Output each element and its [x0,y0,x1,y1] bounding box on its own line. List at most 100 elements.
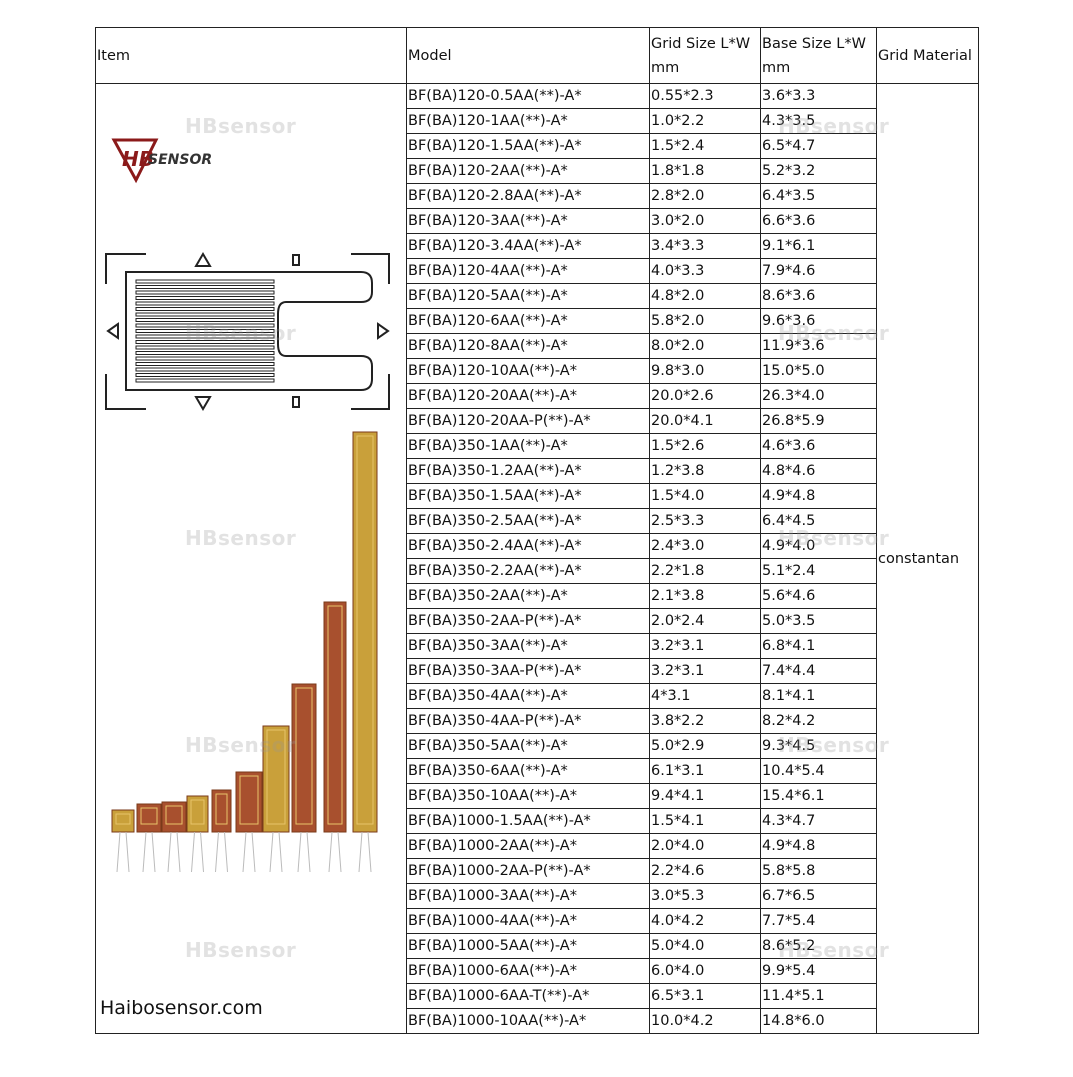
item-art: HB SENSOR Haibosensor.com [97,85,406,1033]
grid-line [135,285,275,289]
base-size-cell: 4.3*3.5 [760,108,877,134]
marker [194,396,212,411]
grid-size-cell: 3.4*3.3 [649,233,761,259]
gauge-photo [111,809,135,833]
model-cell: BF(BA)1000-1.5AA(**)-A* [406,808,650,834]
header-cell: Grid Material [876,27,979,84]
table-row: BF(BA)1000-2AA(**)-A* 2.0*4.0 4.9*4.8 [96,833,979,859]
header-cell: Grid Size L*W mm [649,27,761,84]
lead-wire [224,831,228,873]
model-cell: BF(BA)350-2.2AA(**)-A* [406,558,650,584]
grid-size-cell: 3.0*2.0 [649,208,761,234]
marker [292,254,300,266]
model-cell: BF(BA)1000-3AA(**)-A* [406,883,650,909]
grid-line [135,312,275,317]
grid-line [135,296,275,300]
table-row: BF(BA)120-8AA(**)-A* 8.0*2.0 11.9*3.6 [96,333,979,359]
base-size-cell: 26.8*5.9 [760,408,877,434]
table-row: BF(BA)1000-1.5AA(**)-A* 1.5*4.1 4.3*4.7 [96,808,979,834]
grid-line [135,290,275,295]
base-size-cell: 4.9*4.8 [760,833,877,859]
grid-size-cell: 4.8*2.0 [649,283,761,309]
grid-size-cell: 1.2*3.8 [649,458,761,484]
grid-size-cell: 4*3.1 [649,683,761,709]
table-row: BF(BA)1000-4AA(**)-A* 4.0*4.2 7.7*5.4 [96,908,979,934]
table-row: BF(BA)120-5AA(**)-A* 4.8*2.0 8.6*3.6 [96,283,979,309]
corner [351,374,390,410]
logo-shape [111,138,159,184]
base-size-cell: 5.2*3.2 [760,158,877,184]
grid-line [135,340,275,344]
model-cell: BF(BA)1000-2AA(**)-A* [406,833,650,859]
base-size-cell: 14.8*6.0 [760,1008,877,1034]
table-row: BF(BA)350-2.5AA(**)-A* 2.5*3.3 6.4*4.5 [96,508,979,534]
base-size-cell: 3.6*3.3 [760,83,877,109]
table-row: BF(BA)120-6AA(**)-A* 5.8*2.0 9.6*3.6 [96,308,979,334]
table-row: BF(BA)350-2.4AA(**)-A* 2.4*3.0 4.9*4.0 [96,533,979,559]
table-row: BF(BA)1000-5AA(**)-A* 5.0*4.0 8.6*5.2 [96,933,979,959]
gauge-photo [211,789,232,833]
model-cell: BF(BA)120-4AA(**)-A* [406,258,650,284]
model-cell: BF(BA)120-1.5AA(**)-A* [406,133,650,159]
table-row: BF(BA)350-3AA-P(**)-A* 3.2*3.1 7.4*4.4 [96,658,979,684]
base-size-cell: 8.6*3.6 [760,283,877,309]
grid-size-cell: 3.0*5.3 [649,883,761,909]
grid-size-cell: 1.8*1.8 [649,158,761,184]
lead-wire [251,831,256,873]
grid-line [135,318,275,322]
model-cell: BF(BA)350-1AA(**)-A* [406,433,650,459]
base-size-cell: 7.7*5.4 [760,908,877,934]
gauge-grid [140,807,158,825]
grid-line [135,329,275,333]
model-cell: BF(BA)120-20AA-P(**)-A* [406,408,650,434]
lead-wire [191,831,195,873]
table-row: BF(BA)120-2.8AA(**)-A* 2.8*2.0 6.4*3.5 [96,183,979,209]
model-cell: BF(BA)120-2AA(**)-A* [406,158,650,184]
base-size-cell: 9.1*6.1 [760,233,877,259]
model-cell: BF(BA)350-6AA(**)-A* [406,758,650,784]
grid-size-cell: 6.5*3.1 [649,983,761,1009]
model-cell: BF(BA)350-2AA-P(**)-A* [406,608,650,634]
model-cell: BF(BA)350-10AA(**)-A* [406,783,650,809]
base-size-cell: 15.0*5.0 [760,358,877,384]
grid-size-cell: 2.5*3.3 [649,508,761,534]
table-row: BF(BA)120-10AA(**)-A* 9.8*3.0 15.0*5.0 [96,358,979,384]
grid-size-cell: 8.0*2.0 [649,333,761,359]
grid-size-cell: 3.2*3.1 [649,658,761,684]
lead-wire [151,831,156,873]
grid-size-cell: 20.0*2.6 [649,383,761,409]
grid-line [135,378,275,383]
model-cell: BF(BA)120-5AA(**)-A* [406,283,650,309]
grid-size-cell: 1.5*4.0 [649,483,761,509]
lead-wire [337,831,342,873]
lead-wire [297,831,302,873]
model-cell: BF(BA)1000-6AA-T(**)-A* [406,983,650,1009]
lead-wire [367,831,372,873]
base-size-cell: 4.9*4.8 [760,483,877,509]
table-row: BF(BA)120-2AA(**)-A* 1.8*1.8 5.2*3.2 [96,158,979,184]
base-size-cell: 6.7*6.5 [760,883,877,909]
lead-wire [142,831,147,873]
grid-size-cell: 5.0*4.0 [649,933,761,959]
base-size-cell: 10.4*5.4 [760,758,877,784]
marker [377,322,390,340]
header-row: Item Model Grid Size L*W mm Base Size L*… [95,27,979,84]
marker [292,396,300,408]
grid-size-cell: 1.5*4.1 [649,808,761,834]
gauge-grid [266,729,286,825]
spec-table: Item Model Grid Size L*W mm Base Size L*… [95,27,979,1034]
lead-wire [242,831,247,873]
lead-wire [125,831,130,873]
lead-wire [215,831,219,873]
grid-size-cell: 2.2*1.8 [649,558,761,584]
model-cell: BF(BA)120-3AA(**)-A* [406,208,650,234]
base-size-cell: 6.6*3.6 [760,208,877,234]
base-size-cell: 8.2*4.2 [760,708,877,734]
grid-size-cell: 2.2*4.6 [649,858,761,884]
model-cell: BF(BA)120-1AA(**)-A* [406,108,650,134]
gauge-grid [239,775,259,825]
model-cell: BF(BA)1000-6AA(**)-A* [406,958,650,984]
grid-size-cell: 6.1*3.1 [649,758,761,784]
grid-line [135,356,275,361]
model-cell: BF(BA)350-2AA(**)-A* [406,583,650,609]
